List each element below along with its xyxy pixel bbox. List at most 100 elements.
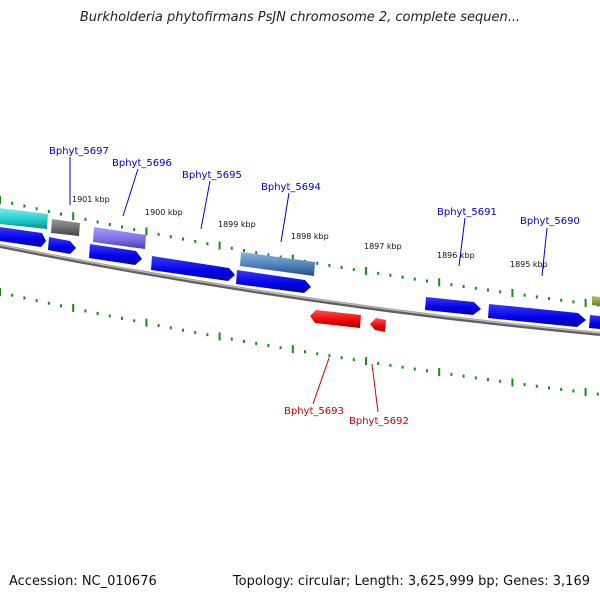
minor-tick bbox=[389, 273, 392, 277]
gene-forward-arrow-7[interactable] bbox=[488, 304, 586, 327]
major-tick bbox=[0, 196, 1, 204]
minor-tick bbox=[487, 378, 489, 382]
major-tick bbox=[291, 345, 294, 354]
minor-tick bbox=[426, 279, 428, 283]
gene-bphyt-5693[interactable] bbox=[310, 310, 361, 328]
minor-tick bbox=[157, 324, 160, 328]
minor-tick bbox=[304, 350, 306, 354]
major-tick bbox=[72, 303, 75, 312]
major-tick bbox=[365, 266, 367, 275]
minor-tick bbox=[377, 361, 380, 365]
map-title: Burkholderia phytofirmans PsJN chromosom… bbox=[79, 10, 521, 25]
label-bphyt-5693[interactable]: Bphyt_5693 bbox=[284, 406, 344, 417]
major-tick bbox=[365, 357, 367, 366]
label-bphyt-5695[interactable]: Bphyt_5695 bbox=[182, 170, 242, 181]
minor-tick bbox=[523, 293, 526, 297]
minor-tick bbox=[35, 299, 38, 303]
forward-leader-lines bbox=[69, 157, 548, 277]
minor-tick bbox=[23, 204, 26, 208]
gene-cyan-partial[interactable] bbox=[0, 208, 48, 229]
gene-bphyt-5694[interactable] bbox=[240, 252, 315, 276]
minor-tick bbox=[426, 369, 428, 373]
label-bphyt-5692[interactable]: Bphyt_5692 bbox=[349, 416, 409, 427]
minor-tick bbox=[316, 352, 319, 356]
kbp-label-1896: 1896 kbp bbox=[437, 251, 475, 260]
major-tick bbox=[438, 368, 441, 377]
chromosome-backbone bbox=[0, 244, 600, 336]
minor-tick bbox=[60, 304, 62, 308]
minor-tick bbox=[182, 237, 184, 241]
minor-tick bbox=[340, 356, 343, 360]
minor-tick bbox=[389, 363, 392, 367]
gene-bphyt-5692[interactable] bbox=[370, 318, 386, 332]
major-tick bbox=[72, 212, 75, 221]
minor-tick bbox=[255, 341, 258, 345]
label-bphyt-5697[interactable]: Bphyt_5697 bbox=[49, 146, 109, 157]
gene-forward-arrow-2[interactable] bbox=[48, 237, 76, 254]
major-tick bbox=[511, 378, 514, 387]
minor-tick bbox=[133, 227, 136, 231]
gene-forward-arrow-1[interactable] bbox=[0, 227, 46, 247]
minor-tick bbox=[206, 242, 209, 246]
minor-tick bbox=[35, 207, 38, 211]
lower-tick-row bbox=[0, 288, 599, 397]
gene-forward-arrow-4[interactable] bbox=[151, 256, 235, 281]
minor-tick bbox=[194, 239, 197, 243]
minor-tick bbox=[413, 277, 416, 281]
minor-tick bbox=[47, 301, 50, 305]
minor-tick bbox=[60, 212, 62, 216]
minor-tick bbox=[84, 309, 87, 313]
gene-bphyt-5696[interactable] bbox=[93, 227, 146, 249]
minor-tick bbox=[462, 284, 465, 288]
minor-tick bbox=[474, 286, 477, 290]
minor-tick bbox=[96, 311, 99, 315]
minor-tick bbox=[499, 379, 502, 383]
minor-tick bbox=[328, 263, 331, 267]
minor-tick bbox=[340, 265, 343, 269]
minor-tick bbox=[401, 275, 404, 279]
minor-tick bbox=[169, 326, 172, 330]
minor-tick bbox=[352, 267, 355, 271]
minor-tick bbox=[11, 293, 14, 297]
minor-tick bbox=[316, 261, 319, 265]
gene-olive-partial[interactable] bbox=[592, 296, 600, 306]
minor-tick bbox=[535, 384, 538, 388]
minor-tick bbox=[206, 333, 209, 337]
kbp-label-1898: 1898 kbp bbox=[291, 232, 329, 241]
minor-tick bbox=[560, 298, 563, 302]
gene-forward-arrow-5[interactable] bbox=[236, 270, 311, 293]
minor-tick bbox=[413, 367, 416, 371]
minor-tick bbox=[535, 295, 538, 299]
major-tick bbox=[145, 227, 148, 236]
minor-tick bbox=[548, 297, 550, 301]
minor-tick bbox=[84, 217, 87, 221]
minor-tick bbox=[572, 389, 575, 393]
major-tick bbox=[584, 388, 587, 397]
accession-text: Accession: NC_010676 bbox=[9, 574, 157, 589]
minor-tick bbox=[230, 246, 233, 250]
kbp-label-1901: 1901 kbp bbox=[72, 195, 110, 204]
minor-tick bbox=[121, 316, 123, 320]
minor-tick bbox=[194, 330, 197, 334]
minor-tick bbox=[267, 253, 270, 257]
gene-forward-arrow-8[interactable] bbox=[589, 315, 600, 329]
minor-tick bbox=[108, 222, 111, 226]
minor-tick bbox=[560, 387, 563, 391]
major-tick bbox=[218, 332, 221, 341]
minor-tick bbox=[450, 283, 453, 287]
label-bphyt-5690[interactable]: Bphyt_5690 bbox=[520, 216, 580, 227]
major-tick bbox=[584, 298, 587, 307]
label-bphyt-5696[interactable]: Bphyt_5696 bbox=[112, 158, 172, 169]
gene-forward-arrow-6[interactable] bbox=[425, 297, 481, 315]
minor-tick bbox=[243, 249, 245, 253]
minor-tick bbox=[401, 365, 404, 369]
minor-tick bbox=[462, 374, 465, 378]
label-bphyt-5694[interactable]: Bphyt_5694 bbox=[261, 182, 321, 193]
minor-tick bbox=[96, 220, 99, 224]
gene-bphyt-5697[interactable] bbox=[51, 219, 80, 236]
major-tick bbox=[438, 278, 441, 287]
gene-forward-arrow-3[interactable] bbox=[89, 244, 142, 265]
kbp-label-1895: 1895 kbp bbox=[510, 260, 548, 269]
label-bphyt-5691[interactable]: Bphyt_5691 bbox=[437, 207, 497, 218]
